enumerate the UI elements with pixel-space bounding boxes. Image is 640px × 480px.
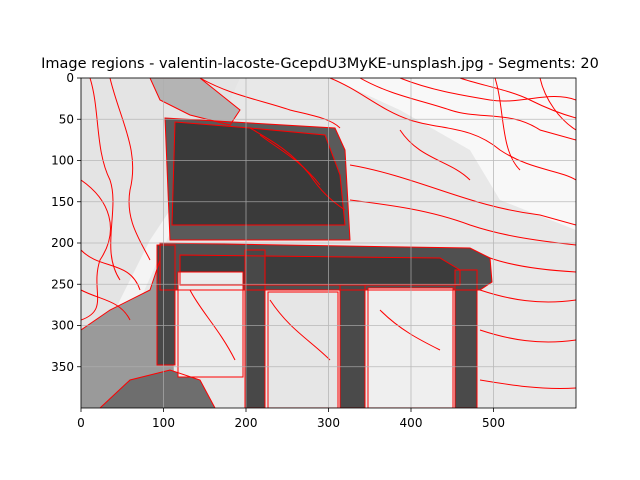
x-tick-label: 100 bbox=[152, 416, 175, 430]
under-chair-panel-2 bbox=[268, 292, 338, 408]
y-tick-label: 300 bbox=[51, 319, 74, 333]
chair-leg-left-front bbox=[245, 250, 265, 408]
x-tick-label: 300 bbox=[317, 416, 340, 430]
under-chair-panel-1 bbox=[178, 272, 243, 377]
under-chair-panel-3 bbox=[368, 288, 453, 408]
chart-title: Image regions - valentin-lacoste-GcepdU3… bbox=[41, 56, 599, 72]
floor-shadow bbox=[81, 250, 175, 408]
floor-shadow-dark bbox=[100, 370, 215, 408]
chair-backrest bbox=[172, 122, 345, 225]
y-tick-label: 350 bbox=[51, 360, 74, 374]
x-tick-label: 200 bbox=[235, 416, 258, 430]
x-axis: 0 100 200 300 400 500 bbox=[77, 408, 505, 430]
segment-boundaries bbox=[81, 78, 576, 408]
y-tick-label: 100 bbox=[51, 154, 74, 168]
x-tick-label: 500 bbox=[482, 416, 505, 430]
x-tick-label: 400 bbox=[400, 416, 423, 430]
chair-leg-mid bbox=[340, 285, 365, 408]
chair-leg-right bbox=[455, 270, 477, 408]
top-grey-patch bbox=[150, 78, 240, 125]
y-tick-label: 50 bbox=[59, 112, 74, 126]
y-tick-label: 150 bbox=[51, 195, 74, 209]
background-upper-right bbox=[330, 78, 576, 230]
x-tick-label: 0 bbox=[77, 416, 85, 430]
chair-leg-left-back bbox=[157, 245, 175, 365]
y-tick-label: 0 bbox=[66, 71, 74, 85]
y-tick-label: 250 bbox=[51, 277, 74, 291]
y-tick-label: 200 bbox=[51, 236, 74, 250]
y-axis: 0 50 100 150 200 250 300 350 bbox=[51, 71, 81, 374]
